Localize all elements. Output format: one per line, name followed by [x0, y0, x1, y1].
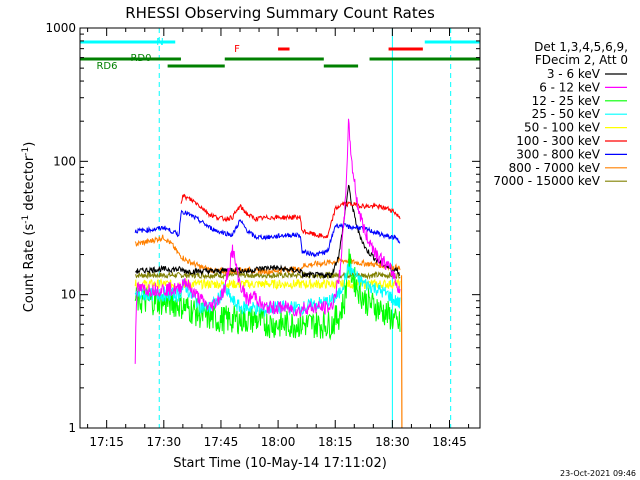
series-line-300-800keV	[134, 209, 401, 258]
legend-entry-label: 300 - 800 keV	[516, 147, 600, 161]
y-tick-label: 1000	[45, 21, 76, 35]
legend-entry-label: 3 - 6 keV	[547, 67, 601, 81]
x-tick-label: 17:45	[204, 435, 239, 449]
legend-entry-label: 6 - 12 keV	[539, 80, 601, 94]
series-line-7000-15000keV	[134, 270, 401, 280]
legend-entry-label: 7000 - 15000 keV	[493, 174, 600, 188]
y-tick-label: 10	[61, 288, 76, 302]
y-axis-label: Count Rate (s-1 detector-1)	[21, 142, 37, 313]
y-axis-label-sup2: -1	[21, 147, 31, 156]
y-axis-label-end: )	[22, 142, 37, 147]
y-axis-label-sup1: -1	[21, 215, 31, 224]
x-tick-label: 17:15	[89, 435, 124, 449]
legend: Det 1,3,4,5,6,9,FDecim 2, Att 03 - 6 keV…	[493, 40, 628, 188]
state-label-saa: N	[156, 37, 163, 48]
plot-frame	[79, 27, 481, 429]
series-drop-line	[400, 275, 403, 428]
x-tick-label: 18:15	[318, 435, 353, 449]
legend-header-decim: FDecim 2, Att 0	[535, 53, 628, 67]
x-tick-label: 17:30	[147, 435, 182, 449]
legend-entry-label: 800 - 7000 keV	[509, 161, 601, 175]
y-tick-label: 100	[53, 154, 76, 168]
series-line-12-25keV	[134, 248, 401, 341]
state-label-rd6: RD6	[96, 61, 117, 72]
legend-entry-label: 100 - 300 keV	[516, 134, 600, 148]
series-line-800-7000keV	[134, 234, 401, 276]
y-tick-label: 1	[68, 421, 76, 435]
series-line-6-12keV	[134, 118, 401, 364]
x-axis-label: Start Time (10-May-14 17:11:02)	[173, 456, 387, 471]
y-axis-label-mid: detector	[22, 155, 37, 215]
chart-title: RHESSI Observing Summary Count Rates	[125, 4, 435, 22]
legend-entry-label: 12 - 25 keV	[532, 94, 601, 108]
x-tick-label: 18:45	[432, 435, 467, 449]
x-tick-label: 18:30	[375, 435, 410, 449]
x-tick-label: 18:00	[261, 435, 296, 449]
footer-timestamp: 23-Oct-2021 09:46	[560, 469, 636, 478]
state-label-flare: F	[234, 44, 240, 55]
series-line-3-6keV	[135, 184, 401, 280]
state-label-rd0: RD0	[130, 53, 151, 64]
legend-header-detectors: Det 1,3,4,5,6,9,	[534, 40, 628, 54]
series-line-100-300keV	[180, 193, 401, 239]
legend-entry-label: 50 - 100 keV	[524, 121, 601, 135]
legend-entry-label: 25 - 50 keV	[532, 107, 601, 121]
y-axis-label-main: Count Rate (s	[22, 224, 37, 313]
